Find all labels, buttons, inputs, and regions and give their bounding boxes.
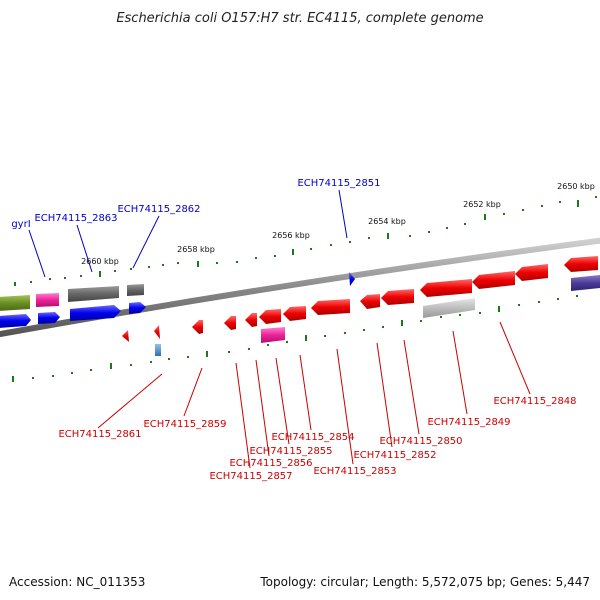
gene-arrow	[349, 272, 355, 286]
scale-label: 2658 kbp	[177, 245, 215, 254]
genome-backbone	[0, 237, 600, 338]
gene-arrow	[360, 294, 380, 309]
scale-label: 2650 kbp	[557, 182, 595, 191]
gene-arrow	[70, 305, 121, 321]
gene-arrow	[311, 299, 350, 315]
gene-arrow	[571, 275, 600, 291]
gene-label[interactable]: ECH74115_2852	[353, 450, 436, 461]
gene-arrow	[245, 313, 257, 327]
gene-arrow	[259, 309, 281, 324]
gene-arrow	[68, 286, 119, 302]
gene-label[interactable]: ECH74115_2853	[313, 466, 396, 477]
gene-arrow	[0, 295, 30, 311]
gene-label[interactable]: ECH74115_2859	[143, 419, 226, 430]
scale-label: 2660 kbp	[81, 257, 119, 266]
genome-summary-text: Topology: circular; Length: 5,572,075 bp…	[259, 575, 590, 589]
scale-label: 2652 kbp	[463, 200, 501, 209]
gene-arrow	[154, 325, 160, 339]
gene-arrow	[38, 312, 60, 324]
reverse-strand-features	[122, 256, 598, 342]
gene-label[interactable]: ECH74115_2856	[229, 458, 312, 469]
gene-label[interactable]: ECH74115_2850	[379, 436, 462, 447]
gene-arrow	[564, 256, 598, 272]
gene-arrow	[129, 302, 146, 314]
gene-label[interactable]: ECH74115_2863	[34, 213, 117, 224]
map-title: Escherichia coli O157:H7 str. EC4115, co…	[116, 11, 483, 26]
gene-label[interactable]: ECH74115_2861	[58, 429, 141, 440]
gene-label[interactable]: ECH74115_2851	[297, 178, 380, 189]
gene-arrow	[515, 264, 548, 281]
scale-track-inner	[12, 295, 578, 382]
gene-arrow	[36, 293, 59, 307]
gene-label[interactable]: ECH74115_2854	[271, 432, 354, 443]
gene-arrow	[381, 289, 414, 305]
scale-label: 2654 kbp	[368, 217, 406, 226]
gene-arrow	[155, 344, 161, 356]
accession-text: Accession: NC_011353	[9, 575, 145, 589]
scale-label: 2656 kbp	[272, 231, 310, 240]
gene-arrow	[261, 327, 285, 343]
scale-track-outer	[14, 196, 597, 286]
gene-label[interactable]: ECH74115_2849	[427, 417, 510, 428]
gene-arrow	[192, 320, 203, 334]
gene-arrow	[122, 330, 129, 342]
gene-arrow	[283, 306, 306, 321]
gene-arrow	[420, 279, 472, 297]
gene-label[interactable]: gyrI	[11, 219, 30, 230]
forward-strand-features	[0, 272, 355, 328]
gene-label[interactable]: ECH74115_2848	[493, 396, 576, 407]
gene-label[interactable]: ECH74115_2862	[117, 204, 200, 215]
gene-arrow	[0, 314, 31, 328]
gene-arrow	[423, 298, 475, 318]
gene-label[interactable]: ECH74115_2855	[249, 446, 332, 457]
label-leaders	[28, 189, 531, 469]
gene-arrow	[127, 284, 144, 296]
gene-arrow	[472, 271, 515, 289]
gene-label[interactable]: ECH74115_2857	[209, 471, 292, 482]
gene-arrow	[224, 316, 236, 330]
